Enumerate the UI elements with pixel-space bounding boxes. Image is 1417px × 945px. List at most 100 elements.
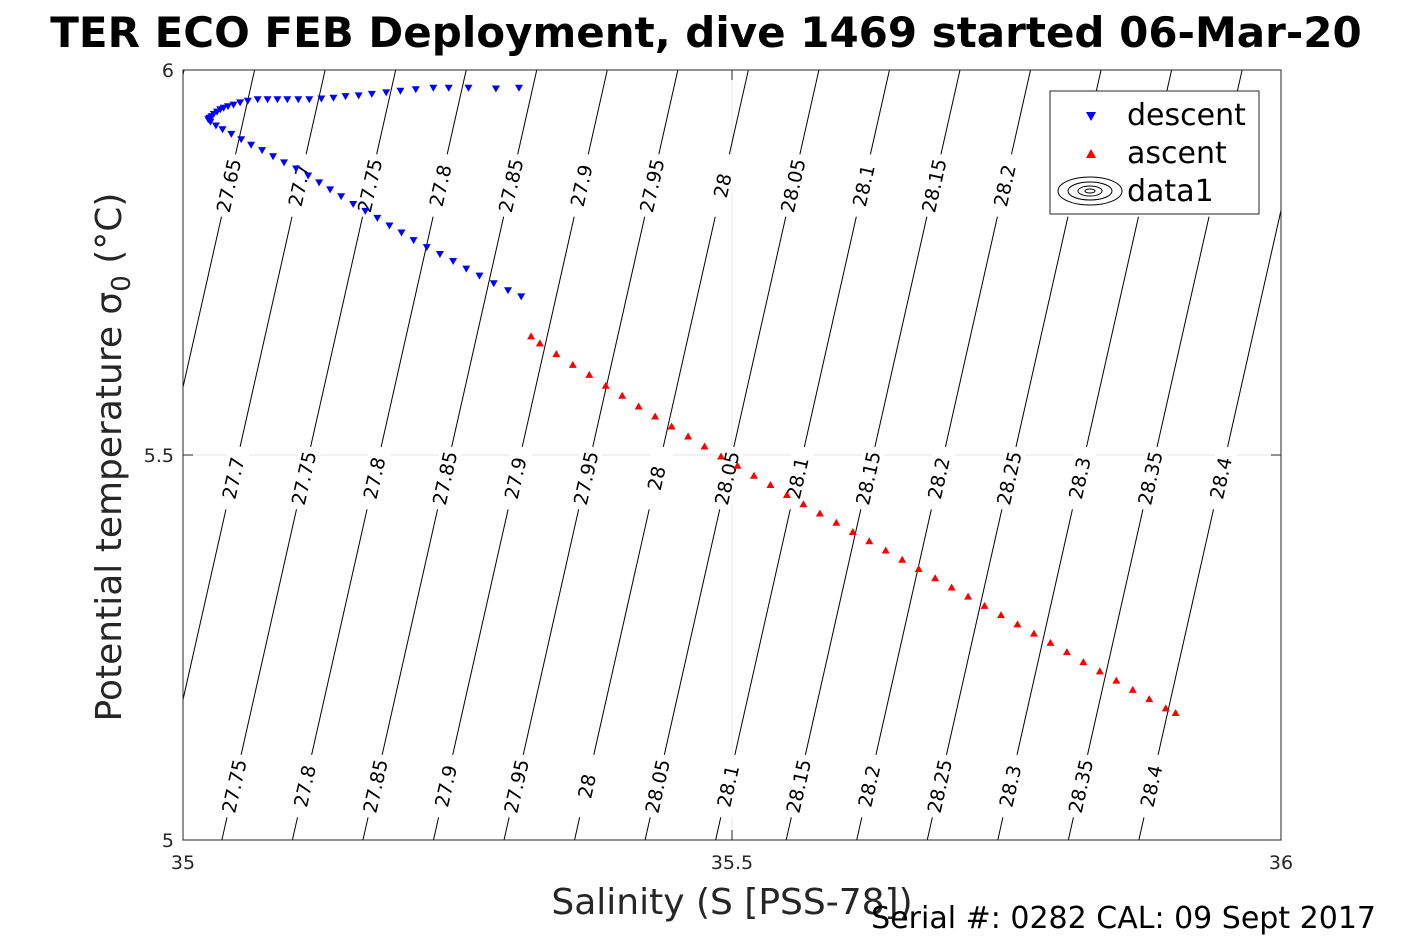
contour-label-gap [497,444,533,512]
ascent-point [881,546,890,554]
contour-label-gap [563,151,599,220]
contour-label-gap [422,151,458,220]
descent-point [367,90,376,98]
ascent-point [1128,685,1137,693]
descent-point [422,244,431,252]
contour-label-gap [709,444,745,512]
legend-box [1049,90,1260,215]
descent-point [449,257,458,265]
descent-point [382,89,391,97]
ascent-point [535,339,544,347]
ascent-point [766,481,775,489]
legend-descent-label: descent [1127,98,1246,133]
legend-data1-label: data1 [1127,174,1214,209]
ascent-point [1095,667,1104,675]
contour-label-gap [710,752,746,820]
descent-point [304,172,313,180]
descent-point [253,96,262,104]
ascent-point [914,564,923,572]
descent-point [305,96,314,104]
y-tick-label: 5.5 [144,445,174,467]
ascent-point [552,350,561,358]
ascent-point [1079,658,1088,666]
contour-label-gap [992,752,1028,820]
descent-point [236,99,245,107]
descent-point [329,94,338,102]
contour-label-gap [281,151,317,220]
descent-point [385,222,394,230]
descent-point [294,96,303,104]
descent-point [237,136,246,144]
ascent-point [601,381,610,389]
contour-label-gap [916,151,952,220]
contour-label-gap [426,444,463,512]
contour-label-gap [351,151,388,220]
descent-point [258,147,267,155]
descent-point [292,165,301,173]
contour-label-gap [210,151,247,220]
contour-label-gap [357,752,393,820]
contour-label-gap [498,752,534,820]
contour-label-gap [775,151,811,220]
legend-ascent-label: ascent [1127,136,1227,171]
ascent-point [865,537,874,545]
contour-label-gap [286,752,323,820]
descent-point [361,207,370,215]
ascent-point [568,360,577,368]
ascent-point [717,452,726,460]
ascent-point [733,461,742,469]
descent-point [243,97,252,105]
ascent-point [832,518,841,526]
contour-label: 28 [710,172,737,200]
contour-label-gap [639,752,676,820]
ascent-point [947,583,956,591]
ascent-point [799,500,808,508]
ascent-point [964,592,973,600]
y-axis-label: Potential temperature σ0 (°C) [89,193,137,722]
descent-point [341,93,350,101]
contour-label-gap [285,444,322,512]
contour-label-gap [215,444,251,512]
descent-point [489,280,498,288]
descent-series [204,84,526,301]
descent-point [247,141,256,149]
ascent-point [618,391,627,399]
chart-title: TER ECO FEB Deployment, dive 1469 starte… [50,8,1361,57]
contour-label-gap [991,444,1027,512]
contour-label-gap [704,151,741,220]
legend-descent-marker [1086,112,1096,121]
ascent-point [749,471,758,479]
contour-label-gap [427,752,464,820]
descent-point [315,179,324,187]
descent-point [444,84,453,92]
contour-label-gap [568,752,605,820]
ascent-point [1161,704,1170,712]
ascent-point [1046,638,1055,646]
descent-point [397,229,406,237]
descent-point [462,265,471,273]
descent-point [273,96,282,104]
ascent-point [1029,629,1038,637]
ascent-point [1145,695,1154,703]
contour-label: 28 [574,772,601,800]
contour-label-gap [356,444,392,512]
y-tick-label: 6 [162,60,174,82]
descent-point [504,287,513,295]
descent-point [491,85,500,93]
descent-point [337,193,346,201]
descent-point [354,92,363,100]
ascent-point [1112,676,1121,684]
contour-label-gap [920,444,957,512]
x-tick-label: 35.5 [711,852,753,874]
descent-point [373,214,382,222]
ascent-point [634,402,643,410]
descent-point [317,95,326,103]
tick-labels: 35 35.5 36 5 5.5 6 [144,60,1293,874]
x-tick-label: 36 [1269,852,1293,874]
descent-point [429,84,438,92]
ascent-point [527,332,536,340]
descent-point [411,86,420,94]
ascent-point [1062,648,1071,656]
contour-label-gap [638,444,675,512]
